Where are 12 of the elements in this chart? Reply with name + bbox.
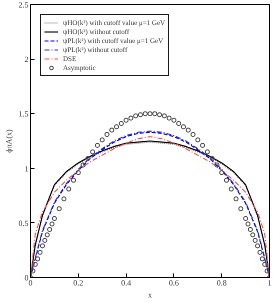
- y-tick-label: 1.5: [18, 110, 28, 119]
- y-tick-label: 0.5: [18, 218, 28, 228]
- y-axis-title: ϕπA(x): [4, 128, 14, 153]
- x-tick-label: 0.2: [73, 278, 84, 288]
- x-tick-label: 0.8: [216, 278, 227, 288]
- x-tick-label: 0.6: [168, 278, 179, 288]
- y-tick-label: 2: [24, 55, 28, 64]
- y-tick-label: 2.5: [18, 0, 28, 10]
- x-tick-label: 1: [268, 278, 272, 288]
- y-tick-label: 1: [24, 164, 28, 174]
- x-tick-label: 0.4: [121, 278, 132, 288]
- x-axis-title: x: [148, 290, 152, 300]
